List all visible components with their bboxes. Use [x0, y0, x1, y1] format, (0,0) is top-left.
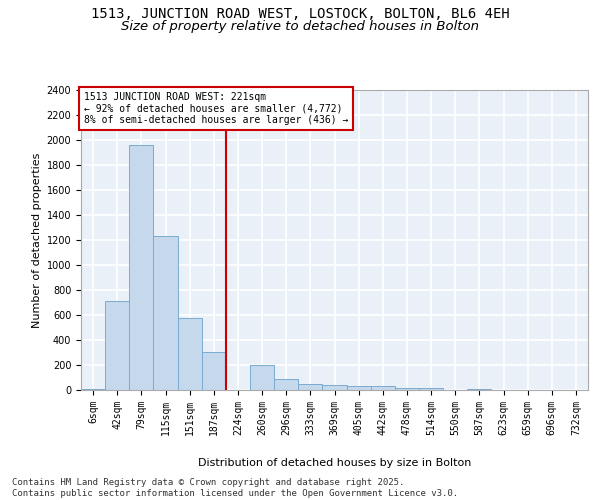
Bar: [347, 386, 371, 390]
Bar: [105, 300, 129, 390]
Y-axis label: Number of detached properties: Number of detached properties: [32, 152, 43, 328]
Bar: [371, 386, 395, 390]
Bar: [81, 388, 105, 390]
Text: Contains HM Land Registry data © Crown copyright and database right 2025.
Contai: Contains HM Land Registry data © Crown c…: [12, 478, 458, 498]
Text: 1513 JUNCTION ROAD WEST: 221sqm
← 92% of detached houses are smaller (4,772)
8% : 1513 JUNCTION ROAD WEST: 221sqm ← 92% of…: [83, 92, 348, 124]
Bar: [250, 365, 274, 390]
Bar: [178, 318, 202, 390]
Bar: [467, 388, 491, 390]
Text: Size of property relative to detached houses in Bolton: Size of property relative to detached ho…: [121, 20, 479, 33]
Text: 1513, JUNCTION ROAD WEST, LOSTOCK, BOLTON, BL6 4EH: 1513, JUNCTION ROAD WEST, LOSTOCK, BOLTO…: [91, 8, 509, 22]
Bar: [154, 236, 178, 390]
Bar: [202, 352, 226, 390]
Bar: [298, 384, 322, 390]
Bar: [129, 145, 154, 390]
Bar: [395, 388, 419, 390]
Bar: [322, 385, 347, 390]
Bar: [274, 380, 298, 390]
Text: Distribution of detached houses by size in Bolton: Distribution of detached houses by size …: [197, 458, 471, 468]
Bar: [419, 388, 443, 390]
